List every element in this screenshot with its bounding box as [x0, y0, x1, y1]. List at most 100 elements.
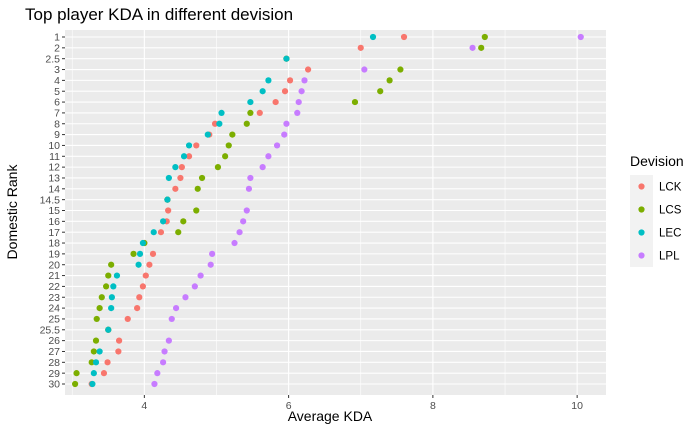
data-point-lpl [191, 283, 198, 290]
y-tick-label: 11 [49, 151, 60, 163]
x-axis-ticks: 4 6 8 10 [141, 395, 583, 412]
data-point-lcs [108, 261, 115, 268]
data-point-lec [135, 261, 142, 268]
y-tick-label: 7 [54, 108, 60, 120]
data-point-lec [165, 174, 172, 182]
data-point-lec [96, 348, 103, 355]
data-point-lck [177, 174, 184, 182]
x-tick-label: 10 [571, 400, 583, 412]
x-tick-label: 8 [430, 400, 436, 412]
y-tick-label: 10 [48, 140, 60, 152]
y-tick-label: 21 [48, 270, 60, 282]
data-point-lpl [295, 98, 302, 106]
legend-marker [638, 229, 645, 236]
data-point-lpl [151, 380, 158, 388]
data-point-lck [178, 164, 185, 171]
data-point-lcs [98, 294, 105, 301]
data-point-lec [108, 294, 115, 301]
data-point-lec [216, 120, 223, 127]
y-tick-label: 9 [54, 129, 60, 141]
data-point-lcs [105, 272, 112, 279]
data-point-lpl [245, 185, 253, 192]
data-point-lec [204, 131, 211, 138]
y-tick-label: 14 [48, 183, 60, 195]
legend-label: LPL [659, 251, 680, 263]
y-tick-label: 15 [48, 205, 60, 217]
legend-marker [638, 252, 645, 259]
data-point-lcs [386, 77, 393, 84]
data-point-lpl [469, 44, 476, 51]
data-point-lec [283, 55, 290, 62]
y-tick-label: 18 [48, 238, 60, 250]
data-point-lcs [225, 142, 232, 149]
data-point-lck [193, 142, 200, 149]
data-point-lcs [93, 315, 100, 323]
y-tick-label: 1 [54, 32, 60, 44]
data-point-lcs [96, 304, 103, 312]
chart-title: Top player KDA in different devision [25, 5, 293, 24]
x-axis-title: Average KDA [288, 408, 373, 424]
data-point-lck [116, 337, 123, 344]
data-point-lpl [361, 66, 368, 73]
y-tick-label: 8 [54, 118, 60, 130]
data-point-lcs [481, 33, 488, 41]
data-point-lcs [130, 250, 137, 257]
data-point-lec [139, 239, 147, 247]
legend-item-lcs: LCS [630, 198, 682, 221]
data-point-lec [150, 229, 157, 236]
data-point-lcs [71, 380, 79, 388]
data-point-lpl [207, 261, 214, 268]
data-point-lck [400, 33, 408, 41]
data-point-lck [357, 44, 364, 51]
y-tick-label: 22 [48, 281, 60, 293]
data-point-lpl [283, 120, 290, 127]
data-point-lck [149, 250, 157, 257]
data-point-lpl [160, 359, 167, 366]
data-point-lpl [281, 131, 288, 138]
data-point-lpl [265, 153, 272, 160]
y-tick-label: 12 [48, 162, 60, 174]
data-point-lcs [194, 185, 201, 192]
data-point-lpl [209, 250, 216, 257]
data-point-lcs [198, 174, 206, 182]
data-point-lec [113, 272, 121, 279]
data-points [71, 33, 584, 388]
data-point-lpl [197, 272, 204, 279]
data-point-lcs [90, 348, 97, 355]
y-tick-label: 29 [48, 368, 60, 380]
x-tick-label: 4 [141, 400, 147, 412]
legend-item-lec: LEC [630, 221, 681, 244]
data-point-lpl [236, 229, 243, 236]
y-tick-label: 26 [48, 335, 60, 347]
data-point-lck [304, 66, 312, 73]
legend-title: Devision [630, 153, 684, 169]
data-point-lpl [243, 207, 250, 214]
legend-marker [638, 206, 645, 213]
data-point-lck [256, 109, 263, 117]
legend-label: LCK [659, 182, 682, 194]
y-axis-title: Domestic Rank [4, 164, 20, 260]
data-point-lcs [88, 359, 95, 366]
data-point-lpl [168, 315, 175, 323]
grid-lines [65, 30, 606, 395]
data-point-lck [142, 272, 149, 279]
data-point-lcs [247, 109, 254, 117]
data-point-lpl [247, 174, 254, 182]
data-point-lcs [243, 120, 250, 127]
y-tick-label: 13 [48, 173, 60, 185]
data-point-lck [100, 370, 108, 377]
data-point-lck [272, 98, 279, 106]
data-point-lck [286, 77, 294, 84]
data-point-lcs [103, 283, 110, 290]
data-point-lpl [294, 109, 301, 117]
y-tick-label: 5 [54, 86, 60, 98]
y-tick-label: 30 [48, 379, 60, 391]
y-tick-label: 2.5 [45, 53, 60, 65]
data-point-lck [165, 207, 172, 214]
y-tick-label: 25.5 [40, 324, 61, 336]
data-point-lec [247, 98, 254, 106]
y-axis-ticks: 122.53456789101112131414.515161718192021… [40, 32, 65, 391]
data-point-lck [172, 185, 179, 192]
data-point-lec [164, 196, 171, 203]
y-tick-label: 25 [48, 314, 60, 326]
